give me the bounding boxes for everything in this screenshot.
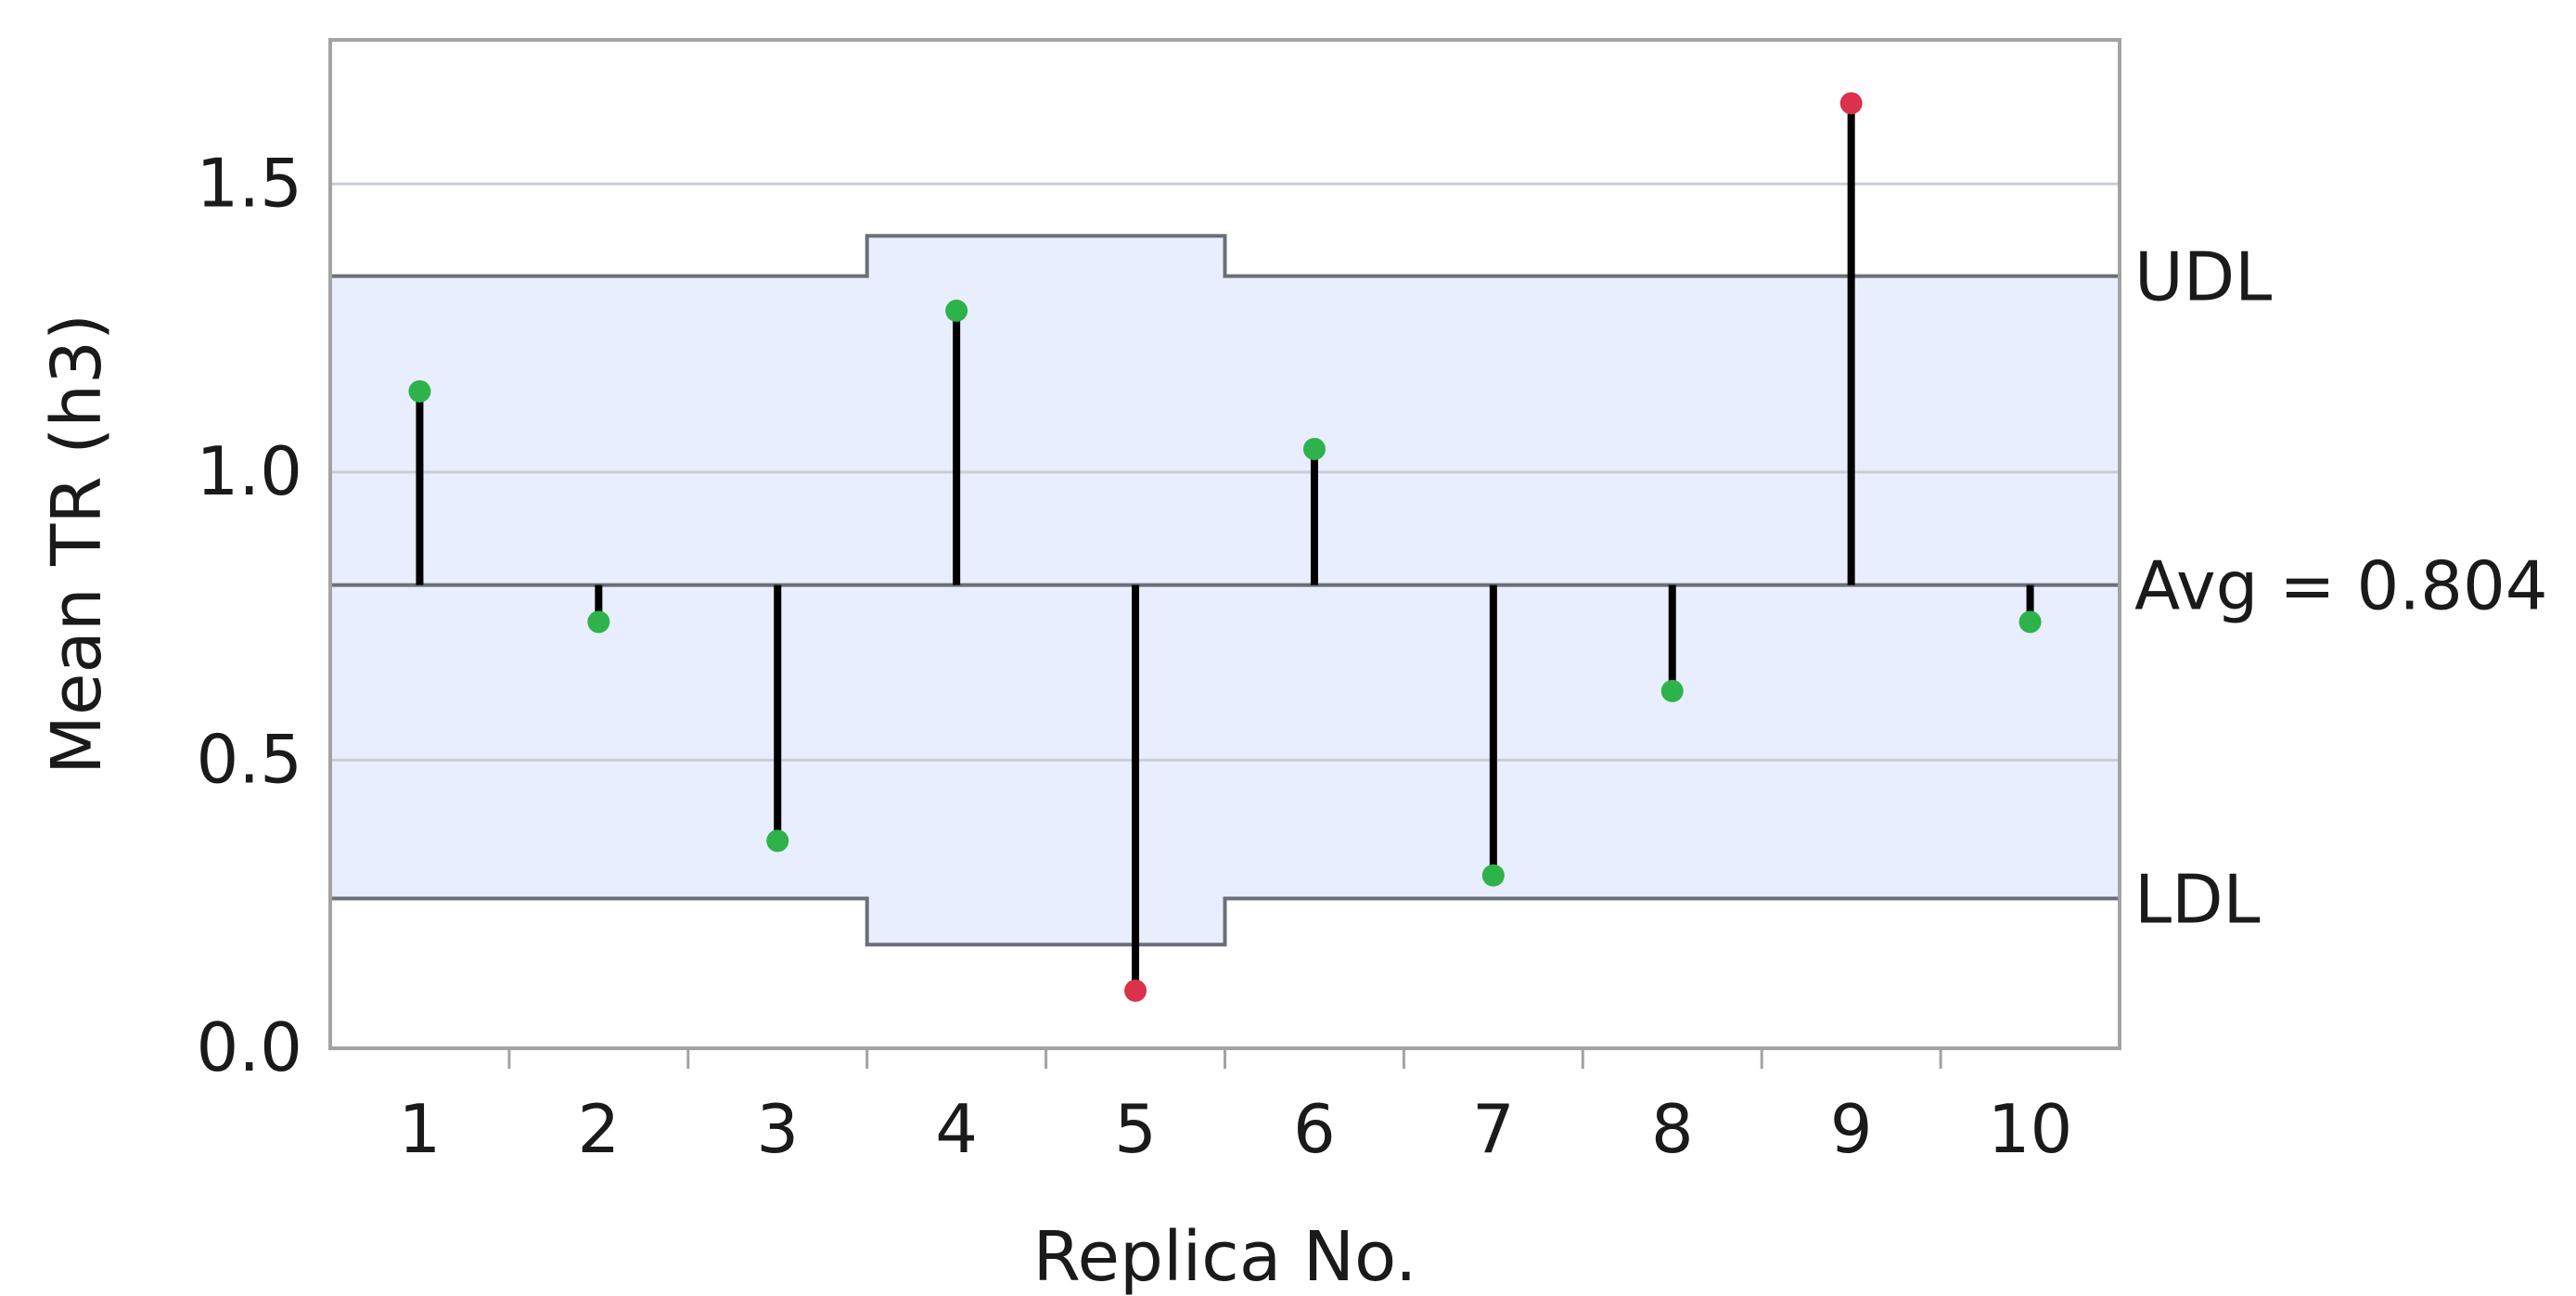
- data-point: [1302, 438, 1326, 461]
- x-tick-label: 4: [935, 1090, 978, 1168]
- y-tick-label: 1.0: [196, 432, 302, 510]
- x-tick-label: 8: [1651, 1090, 1694, 1168]
- x-tick-label: 9: [1830, 1090, 1873, 1168]
- data-point: [766, 829, 789, 853]
- x-tick-label: 5: [1114, 1090, 1157, 1168]
- x-tick-label: 1: [399, 1090, 442, 1168]
- data-point: [1124, 979, 1147, 1002]
- y-tick-label: 0.5: [196, 720, 302, 798]
- ldl-label: LDL: [2134, 861, 2261, 939]
- limit-lines-layer: [330, 234, 2120, 947]
- x-tick-label: 3: [756, 1090, 799, 1168]
- x-axis-title: Replica No.: [1032, 1217, 1416, 1296]
- grid-layer: [330, 182, 2120, 762]
- axes-layer: 0.0 0.5 1.0 1.5 1 2 3 4 5 6 7 8 9 10: [196, 144, 2072, 1168]
- x-tick-label: 2: [577, 1090, 620, 1168]
- x-tick-label: 7: [1472, 1090, 1515, 1168]
- data-point: [2019, 610, 2042, 634]
- data-point: [587, 610, 610, 634]
- udl-label: UDL: [2134, 238, 2272, 316]
- y-axis-title: Mean TR (h3): [37, 314, 117, 775]
- average-label: Avg = 0.804: [2134, 547, 2548, 625]
- data-point: [1660, 679, 1684, 702]
- data-point: [1839, 92, 1863, 115]
- y-tick-label: 0.0: [196, 1008, 302, 1086]
- points-layer: [408, 92, 2042, 1002]
- data-point: [408, 379, 431, 403]
- udl-line: [330, 234, 2120, 278]
- data-point: [1481, 864, 1505, 887]
- data-point: [945, 299, 968, 322]
- x-tick-label: 10: [1988, 1090, 2073, 1168]
- ldl-line: [330, 896, 2120, 947]
- y-tick-label: 1.5: [196, 144, 302, 222]
- stems-layer: [416, 103, 2034, 991]
- x-tick-label: 6: [1293, 1090, 1336, 1168]
